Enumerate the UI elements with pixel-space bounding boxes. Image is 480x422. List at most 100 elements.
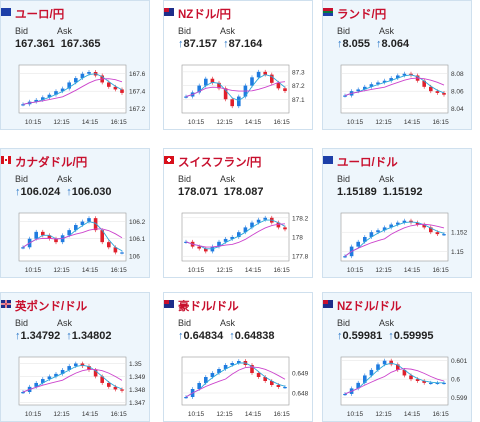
- candle-body: [197, 383, 201, 389]
- flag-icon: [164, 8, 174, 16]
- ask-arrow-icon: ↑: [229, 330, 235, 342]
- candle-body: [343, 256, 347, 258]
- ma-long-line: [22, 368, 123, 393]
- candle-body: [276, 222, 281, 228]
- candle-body: [184, 241, 188, 243]
- candle-body: [402, 220, 407, 223]
- x-tick-label: 16:15: [432, 411, 449, 418]
- candle-body: [204, 78, 208, 86]
- y-tick-label: 0.648: [292, 391, 309, 398]
- ask-value: 0.59995: [393, 330, 434, 342]
- currency-pair-title[interactable]: ユーロ/円: [15, 9, 65, 21]
- candle-body: [204, 248, 208, 252]
- price-header: Bid Ask: [178, 174, 235, 184]
- ask-label: Ask: [379, 318, 395, 328]
- candle-body: [402, 73, 407, 76]
- price-values: 167.361 167.365: [15, 38, 101, 50]
- y-tick-label: 1.15: [451, 249, 464, 256]
- rate-card[interactable]: 英ポンド/ドル Bid Ask ↑1.34792 ↑1.34802 1.35 1.349 1…: [0, 292, 150, 422]
- rate-card[interactable]: NZドル/ドル Bid Ask ↑0.59981 ↑0.59995 0.601 0.6 0.…: [322, 292, 472, 422]
- candle-body: [87, 71, 91, 74]
- candle-body: [442, 234, 446, 236]
- currency-pair-title[interactable]: NZドル/ドル: [337, 301, 402, 313]
- bid-value: 8.055: [342, 38, 371, 50]
- candle-body: [47, 235, 52, 239]
- ask-value: 8.064: [381, 38, 410, 50]
- nz-us-flag: [323, 300, 333, 308]
- bid-arrow-icon: ↑: [337, 330, 343, 342]
- price-header: Bid Ask: [15, 26, 72, 36]
- nz-flag: [164, 8, 174, 16]
- candle-body: [80, 221, 85, 225]
- gb-us-flag: [1, 300, 11, 308]
- candle-body: [422, 80, 426, 87]
- y-tick-label: 178.2: [292, 215, 309, 222]
- x-tick-label: 16:15: [432, 119, 449, 126]
- ch-flag: [164, 156, 174, 164]
- rate-card[interactable]: NZドル/円 Bid Ask ↑87.157 ↑87.164 87.3 87.2 87.1 1…: [163, 0, 313, 130]
- candle-body: [376, 82, 380, 85]
- price-values: ↑8.055 ↑8.064: [337, 38, 409, 50]
- y-tick-label: 1.348: [129, 387, 146, 394]
- candle-body: [415, 222, 420, 225]
- candle-body: [34, 99, 38, 102]
- y-tick-label: 106: [129, 253, 140, 260]
- rate-card[interactable]: 豪ドル/ドル Bid Ask ↑0.64834 ↑0.64838 0.649 0.648 1…: [163, 292, 313, 422]
- candle-body: [87, 218, 91, 222]
- currency-pair-title[interactable]: ランド/円: [337, 9, 387, 21]
- rate-card[interactable]: カナダドル/円 Bid Ask ↑106.024 ↑106.030 106.2 106.1…: [0, 148, 150, 278]
- y-tick-label: 167.6: [129, 71, 146, 78]
- chart-plot-area: [340, 212, 449, 262]
- ask-label: Ask: [57, 26, 73, 36]
- candle-body: [80, 73, 85, 79]
- candle-body: [250, 365, 254, 373]
- rate-card[interactable]: ランド/円 Bid Ask ↑8.055 ↑8.064 8.08 8.06 8.04 10:1…: [322, 0, 472, 130]
- ask-value: 167.365: [60, 38, 101, 50]
- y-tick-label: 167.4: [129, 89, 146, 96]
- candle-body: [47, 376, 52, 380]
- candle-body: [60, 88, 65, 92]
- y-tick-label: 177.8: [292, 254, 309, 261]
- x-tick-label: 14:15: [245, 411, 262, 418]
- rate-card[interactable]: スイスフラン/円 Bid Ask 178.071 178.087 178.2 178 177…: [163, 148, 313, 278]
- rate-card[interactable]: ユーロ/ドル Bid Ask 1.15189 1.15192 1.152 1.15 10:1…: [322, 148, 472, 278]
- candle-body: [283, 227, 287, 230]
- currency-pair-title[interactable]: ユーロ/ドル: [337, 157, 398, 169]
- candle-body: [376, 364, 380, 370]
- price-values: ↑0.64834 ↑0.64838: [178, 330, 275, 342]
- candle-body: [100, 230, 104, 243]
- candle-body: [217, 241, 221, 247]
- y-tick-label: 8.06: [451, 89, 464, 96]
- x-tick-label: 16:15: [110, 119, 127, 126]
- price-header: Bid Ask: [178, 318, 235, 328]
- y-tick-label: 87.1: [292, 97, 305, 104]
- x-tick-label: 16:15: [110, 411, 127, 418]
- x-tick-label: 16:15: [273, 119, 290, 126]
- candle-body: [429, 382, 433, 385]
- price-header: Bid Ask: [337, 318, 394, 328]
- bid-arrow-icon: ↑: [15, 186, 21, 198]
- ma-short-line: [22, 364, 123, 393]
- y-tick-label: 1.152: [451, 230, 468, 237]
- candle-body: [223, 88, 228, 100]
- ma-short-line: [185, 74, 286, 102]
- x-tick-label: 10:15: [25, 267, 42, 274]
- currency-pair-title[interactable]: NZドル/円: [178, 9, 232, 21]
- flag-icon: [1, 156, 11, 164]
- y-tick-label: 87.3: [292, 69, 305, 76]
- candle-body: [402, 369, 407, 376]
- currency-pair-title[interactable]: 豪ドル/ドル: [178, 301, 239, 313]
- bid-label: Bid: [15, 26, 29, 36]
- candle-body: [382, 80, 387, 83]
- candle-body: [210, 373, 215, 377]
- currency-pair-title[interactable]: カナダドル/円: [15, 157, 88, 169]
- currency-pair-title[interactable]: 英ポンド/ドル: [15, 301, 88, 313]
- y-tick-label: 0.599: [451, 395, 468, 402]
- candle-body: [243, 227, 248, 233]
- rate-card[interactable]: ユーロ/円 Bid Ask 167.361 167.365 167.6 167.4 167.…: [0, 0, 150, 130]
- currency-pair-title[interactable]: スイスフラン/円: [178, 157, 262, 169]
- candle-body: [396, 222, 400, 225]
- ask-arrow-icon: ↑: [66, 186, 72, 198]
- y-tick-label: 87.2: [292, 83, 305, 90]
